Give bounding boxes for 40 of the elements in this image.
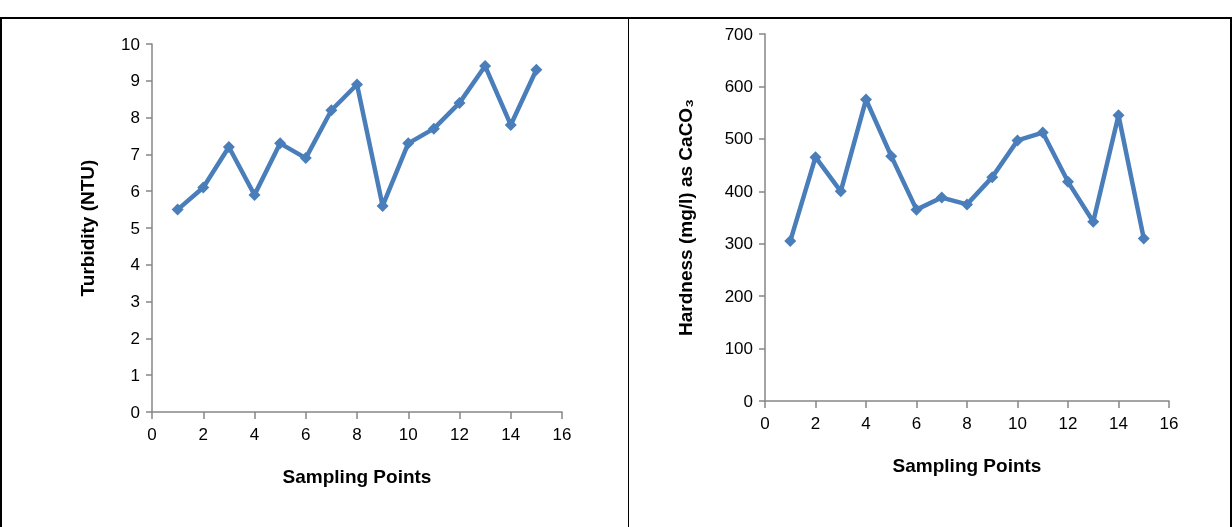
y-tick-label: 2 (130, 328, 140, 348)
x-tick-label: 14 (1109, 414, 1128, 433)
x-tick-label: 2 (198, 425, 208, 444)
y-tick-label: 700 (724, 24, 753, 44)
y-tick-label: 7 (130, 144, 140, 164)
y-tick-label: 0 (743, 391, 753, 411)
x-tick-label: 0 (760, 414, 770, 433)
x-tick-label: 4 (861, 414, 871, 433)
y-tick-label: 5 (130, 218, 140, 238)
x-tick-label: 6 (911, 414, 922, 433)
x-tick-label: 2 (810, 414, 821, 433)
y-tick-label: 8 (130, 108, 140, 128)
y-tick-label: 400 (724, 181, 753, 201)
y-axis-title: Turbidity (NTU) (77, 159, 98, 297)
x-tick-label: 16 (552, 425, 572, 444)
x-tick-label: 6 (301, 425, 311, 444)
y-tick-label: 200 (724, 286, 753, 306)
x-tick-label: 0 (147, 425, 157, 444)
x-axis-title: Sampling Points (892, 455, 1042, 476)
x-tick-label: 8 (352, 425, 362, 444)
y-tick-label: 100 (724, 339, 753, 359)
y-axis-title: Hardness (mg/l) as CaCO₃ (675, 99, 696, 336)
x-tick-label: 16 (1159, 414, 1179, 433)
y-tick-label: 6 (130, 181, 140, 201)
x-tick-label: 8 (962, 414, 972, 433)
y-tick-label: 4 (130, 255, 140, 275)
y-tick-label: 1 (130, 365, 140, 385)
x-tick-label: 12 (450, 425, 469, 444)
x-tick-label: 14 (501, 425, 521, 444)
y-tick-label: 300 (724, 234, 753, 254)
y-tick-label: 3 (130, 292, 140, 312)
y-tick-label: 600 (724, 76, 753, 96)
y-tick-label: 10 (121, 34, 140, 54)
x-tick-label: 12 (1058, 414, 1078, 433)
x-tick-label: 4 (249, 425, 260, 444)
y-tick-label: 9 (130, 71, 140, 91)
x-tick-label: 10 (1008, 414, 1027, 433)
x-tick-label: 10 (398, 425, 418, 444)
y-tick-label: 500 (724, 129, 753, 149)
x-axis-title: Sampling Points (282, 466, 432, 487)
